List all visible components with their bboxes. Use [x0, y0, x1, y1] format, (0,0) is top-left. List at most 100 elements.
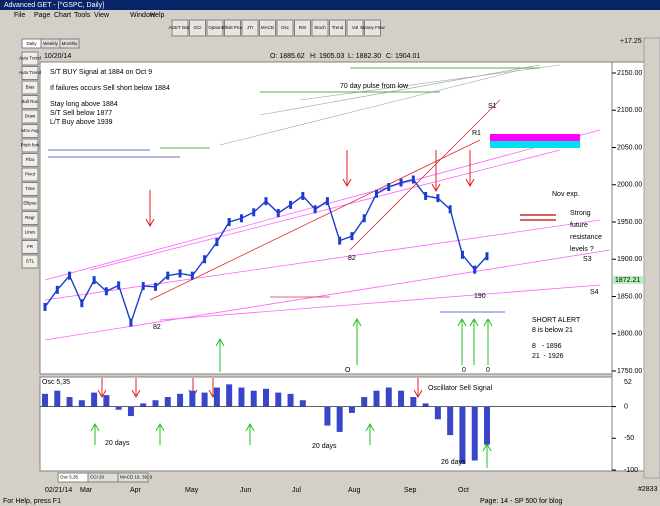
osc-bar: [164, 397, 171, 407]
osc-tick-label: -50: [624, 435, 634, 442]
toolbar-button[interactable]: [224, 19, 241, 37]
price-bar: [362, 214, 366, 223]
tool-button[interactable]: [21, 254, 39, 269]
price-annotation: S/T Sell below 1877: [50, 110, 112, 117]
toolbar-button[interactable]: [346, 19, 364, 37]
price-annotation: levels ?: [570, 246, 594, 253]
tool-button[interactable]: [21, 138, 39, 153]
price-bar: [313, 205, 317, 214]
toolbar-label: Money Flow: [360, 25, 385, 30]
price-bar: [350, 232, 354, 241]
toolbar-button[interactable]: [171, 19, 189, 37]
title-bar: [0, 0, 660, 10]
price-annotation: R1: [472, 130, 481, 137]
osc-annotation: 20 days: [105, 440, 130, 447]
tool-button[interactable]: [21, 211, 39, 225]
tool-button[interactable]: [21, 109, 39, 124]
price-axis: [611, 61, 645, 472]
menu-item[interactable]: Help: [150, 12, 165, 19]
tool-button[interactable]: [21, 153, 39, 167]
price-annotation: SHORT ALERT: [532, 317, 581, 324]
toolbar-button[interactable]: [189, 19, 206, 37]
osc-bar: [78, 400, 85, 407]
price-bar: [178, 269, 182, 278]
tool-button[interactable]: [21, 240, 39, 254]
tool-button[interactable]: [21, 196, 39, 211]
toolbar-button[interactable]: [329, 19, 346, 37]
price-bar: [387, 182, 391, 191]
indicator-tab-label: CCI 20: [90, 475, 105, 480]
price-bar: [92, 276, 96, 285]
price-bar: [436, 194, 440, 203]
menu-item[interactable]: View: [94, 12, 110, 19]
osc-bar: [447, 406, 454, 436]
tool-button[interactable]: [21, 66, 39, 80]
price-annotation: 21 - 1926: [532, 353, 564, 360]
price-annotation: Stay long above 1884: [50, 101, 118, 108]
indicator-tab-label: MACD 19, 39, 9: [120, 475, 153, 480]
price-bar: [289, 200, 293, 209]
menu-item[interactable]: File: [14, 12, 25, 19]
timeframe-tab[interactable]: [59, 38, 80, 49]
price-annotation: 0: [486, 367, 490, 374]
menu-item[interactable]: Window: [130, 12, 156, 19]
tool-label: Pivot: [25, 172, 36, 177]
osc-bar: [226, 384, 233, 407]
tool-label: Auto Trend: [19, 56, 42, 61]
toolbar-button[interactable]: [276, 19, 294, 37]
status-page: Page: 14 - SP 500 for blog: [480, 498, 562, 505]
price-bar: [411, 175, 415, 184]
price-bar: [239, 214, 243, 223]
price-bar: [203, 255, 207, 264]
tool-label: Draw: [25, 114, 36, 119]
osc-bar: [189, 390, 196, 407]
y-tick-label: 1900.00: [617, 256, 642, 263]
price-annotation: Strong: [570, 210, 591, 217]
tool-button[interactable]: [21, 51, 39, 66]
price-annotation: O: [345, 367, 351, 374]
price-bar: [325, 197, 329, 206]
price-bar: [448, 205, 452, 214]
toolbar-button[interactable]: [259, 19, 276, 37]
tool-label: Fibo: [26, 157, 35, 162]
osc-bar: [348, 406, 355, 413]
tool-button[interactable]: [21, 124, 39, 138]
toolbar-label: Option: [208, 25, 222, 30]
osc-bar: [140, 403, 147, 407]
osc-tick-label: 0: [624, 403, 628, 410]
toolbar-button[interactable]: [294, 19, 311, 37]
indicator-tab[interactable]: [117, 472, 149, 483]
price-annotation: 70 day pulse from low: [340, 83, 409, 90]
toolbar-button[interactable]: [206, 19, 224, 37]
decorations: [44, 64, 611, 468]
price-bar: [80, 299, 84, 308]
price-annotation: 82: [348, 255, 356, 262]
osc-bar: [336, 406, 343, 432]
price-annotation: 0: [462, 367, 466, 374]
x-label: Sep: [404, 487, 417, 494]
price-annotation: 8 - 1896: [532, 343, 562, 350]
price-annotation: S1: [488, 103, 497, 110]
toolbar-button[interactable]: [311, 19, 329, 37]
tool-button[interactable]: [21, 80, 39, 95]
osc-bar: [434, 406, 441, 420]
toolbar-button[interactable]: [364, 19, 381, 37]
menu-item[interactable]: Chart: [54, 12, 71, 19]
timeframe-label: Monthly: [62, 41, 79, 46]
price-bar: [227, 218, 231, 226]
menu-item[interactable]: Page: [34, 12, 50, 19]
menu-item[interactable]: Tools: [74, 12, 91, 19]
x-label: Mar: [80, 487, 93, 494]
header-close: C: 1904.01: [386, 53, 420, 60]
last-price: 1872.21: [615, 277, 640, 284]
tool-button[interactable]: [21, 95, 39, 109]
osc-bar: [471, 406, 478, 461]
tool-button[interactable]: [21, 225, 39, 240]
price-bar: [166, 271, 170, 280]
price-annotation: Nov exp.: [552, 191, 580, 198]
toolbar-button[interactable]: [241, 19, 259, 37]
tool-button[interactable]: [21, 167, 39, 182]
price-bar: [375, 189, 378, 198]
tool-button[interactable]: [21, 182, 39, 196]
